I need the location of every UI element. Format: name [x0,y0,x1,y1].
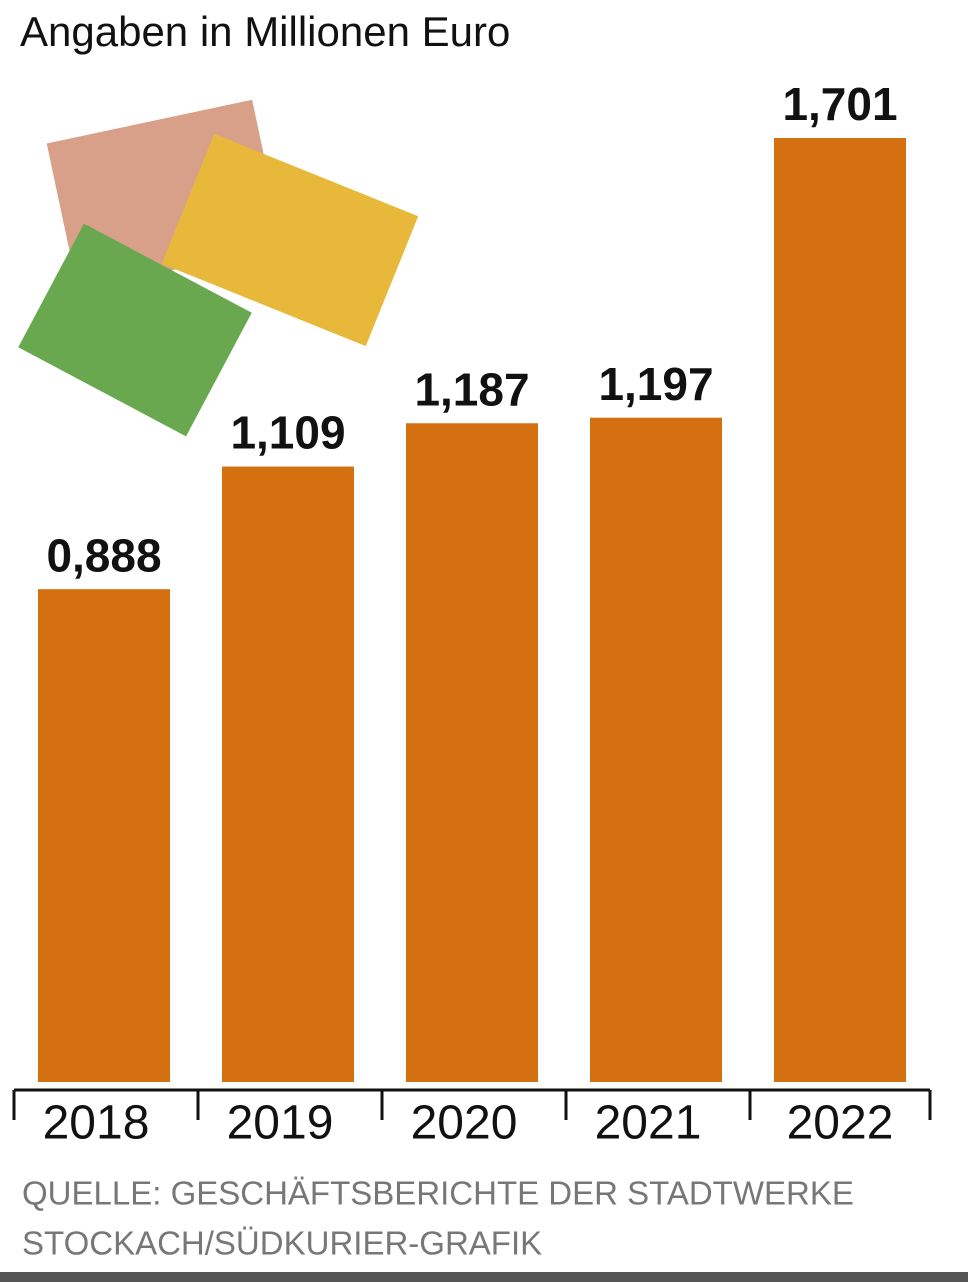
x-tick-label: 2020 [411,1097,518,1150]
bottom-rule [0,1272,968,1282]
bar [222,466,354,1082]
x-tick-label: 2022 [787,1097,894,1150]
value-label: 1,109 [230,407,345,459]
x-tick-label: 2021 [595,1097,702,1150]
x-tick-label: 2018 [43,1097,150,1150]
source-note: QUELLE: GESCHÄFTSBERICHTE DER STADTWERKE [22,1175,854,1212]
value-label: 1,197 [598,358,713,410]
x-tick-label: 2019 [227,1097,334,1150]
source-note: STOCKACH/SÜDKURIER-GRAFIK [22,1225,542,1262]
value-label: 1,701 [782,78,897,130]
value-label: 1,187 [414,363,529,415]
chart-title: Angaben in Millionen Euro [20,8,510,55]
banknotes-illustration [18,99,419,437]
bar [774,138,906,1082]
note-100 [18,223,252,437]
bar [590,417,722,1082]
value-label: 0,888 [46,529,161,581]
bar [38,589,170,1082]
note-200 [161,133,419,347]
bar [406,423,538,1082]
